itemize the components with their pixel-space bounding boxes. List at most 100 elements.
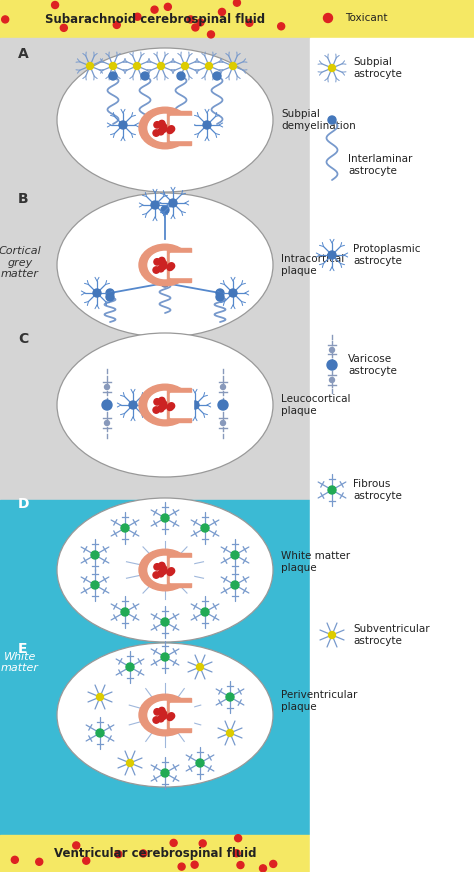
Circle shape	[121, 608, 129, 616]
Ellipse shape	[148, 392, 182, 419]
Circle shape	[328, 486, 336, 494]
Text: Subpial
astrocyte: Subpial astrocyte	[353, 58, 402, 78]
Circle shape	[113, 22, 120, 29]
Circle shape	[161, 206, 169, 214]
Circle shape	[160, 403, 166, 410]
Circle shape	[169, 199, 177, 207]
Circle shape	[246, 19, 253, 26]
Circle shape	[191, 401, 199, 409]
Circle shape	[160, 126, 166, 133]
Ellipse shape	[148, 114, 182, 141]
Ellipse shape	[139, 694, 191, 736]
Ellipse shape	[139, 549, 191, 591]
Circle shape	[158, 265, 164, 272]
Text: Varicose
astrocyte: Varicose astrocyte	[348, 354, 397, 376]
Circle shape	[160, 568, 166, 574]
Circle shape	[196, 759, 204, 767]
Circle shape	[220, 403, 226, 407]
Circle shape	[178, 863, 185, 870]
Circle shape	[129, 401, 137, 409]
Circle shape	[208, 31, 214, 37]
Ellipse shape	[139, 244, 191, 286]
Ellipse shape	[148, 701, 182, 729]
Circle shape	[229, 289, 237, 297]
Text: White
matter: White matter	[1, 651, 39, 673]
Circle shape	[161, 618, 169, 626]
Circle shape	[328, 251, 336, 259]
Circle shape	[86, 63, 93, 70]
Circle shape	[154, 709, 160, 715]
FancyBboxPatch shape	[170, 558, 193, 582]
Circle shape	[237, 862, 244, 869]
Circle shape	[104, 403, 109, 407]
Circle shape	[220, 420, 226, 426]
Circle shape	[160, 403, 166, 409]
Text: Subarachnoid cerebrospinal fluid: Subarachnoid cerebrospinal fluid	[45, 12, 265, 25]
Circle shape	[158, 570, 164, 577]
FancyBboxPatch shape	[167, 111, 191, 145]
FancyBboxPatch shape	[167, 388, 191, 422]
Circle shape	[329, 363, 335, 367]
Circle shape	[153, 717, 159, 723]
Circle shape	[167, 714, 173, 720]
Circle shape	[109, 72, 117, 80]
Circle shape	[161, 653, 169, 661]
Circle shape	[206, 63, 212, 70]
Circle shape	[157, 63, 164, 70]
Circle shape	[159, 257, 165, 263]
Ellipse shape	[139, 385, 191, 426]
Circle shape	[153, 572, 159, 578]
Circle shape	[235, 835, 242, 841]
Circle shape	[216, 289, 224, 297]
Text: Subpial
demyelination: Subpial demyelination	[281, 109, 356, 131]
Circle shape	[177, 72, 185, 80]
Circle shape	[97, 693, 103, 700]
Ellipse shape	[57, 333, 273, 477]
Circle shape	[231, 551, 239, 559]
Circle shape	[159, 398, 165, 404]
Circle shape	[328, 631, 336, 638]
Circle shape	[127, 760, 134, 766]
Circle shape	[197, 19, 204, 26]
Text: Leucocortical
plaque: Leucocortical plaque	[281, 394, 350, 416]
Circle shape	[106, 293, 114, 301]
Circle shape	[329, 378, 335, 383]
Circle shape	[154, 563, 160, 570]
Circle shape	[191, 862, 198, 869]
Circle shape	[153, 130, 159, 136]
Circle shape	[153, 407, 159, 413]
Circle shape	[93, 289, 101, 297]
Circle shape	[158, 128, 164, 135]
Circle shape	[160, 400, 167, 407]
Text: White matter
plaque: White matter plaque	[281, 551, 350, 573]
FancyBboxPatch shape	[170, 703, 193, 727]
Ellipse shape	[57, 498, 273, 642]
Circle shape	[219, 9, 226, 16]
Circle shape	[160, 126, 166, 133]
Circle shape	[168, 712, 174, 719]
Circle shape	[73, 841, 80, 849]
Text: C: C	[18, 332, 28, 346]
Circle shape	[52, 2, 59, 9]
Circle shape	[154, 122, 160, 128]
Circle shape	[160, 711, 167, 717]
Circle shape	[328, 65, 336, 72]
Circle shape	[160, 713, 166, 719]
Circle shape	[104, 385, 109, 390]
Text: Ventricular cerebrospinal fluid: Ventricular cerebrospinal fluid	[54, 847, 256, 860]
Circle shape	[160, 261, 167, 267]
Ellipse shape	[148, 251, 182, 278]
Circle shape	[199, 840, 206, 847]
Circle shape	[91, 581, 99, 589]
Text: Toxicant: Toxicant	[345, 13, 388, 23]
Circle shape	[213, 72, 221, 80]
Circle shape	[119, 121, 127, 129]
Circle shape	[328, 116, 336, 124]
Circle shape	[182, 63, 189, 70]
Circle shape	[141, 72, 149, 80]
Circle shape	[233, 0, 240, 6]
Circle shape	[134, 63, 140, 70]
Circle shape	[2, 16, 9, 23]
FancyBboxPatch shape	[0, 500, 310, 835]
Text: D: D	[18, 497, 29, 511]
